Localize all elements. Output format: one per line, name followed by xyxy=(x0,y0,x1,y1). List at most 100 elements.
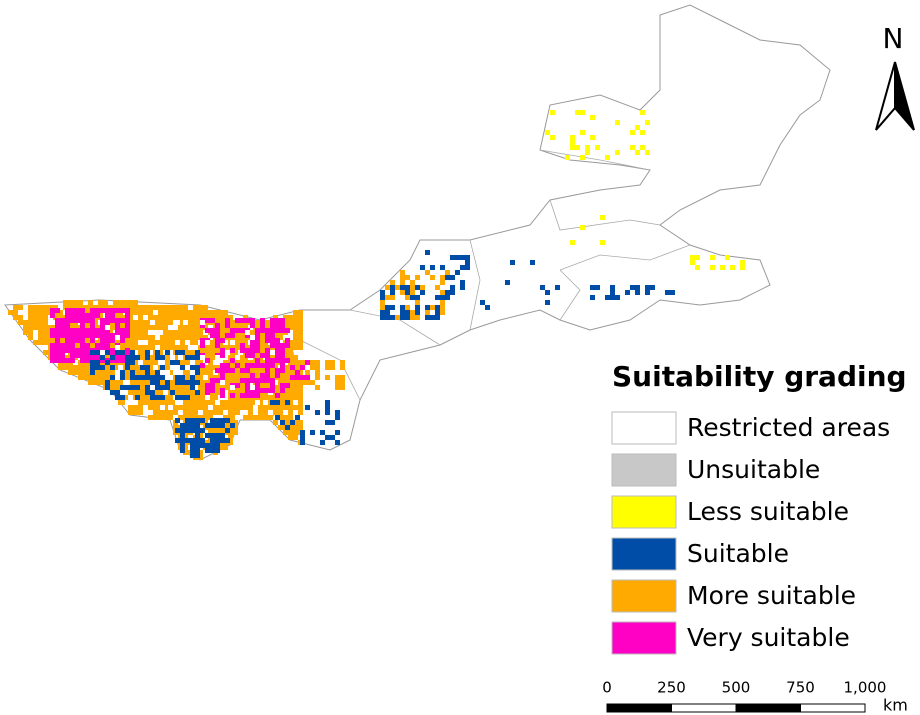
grid-cell xyxy=(695,265,700,270)
grid-cell xyxy=(288,345,293,350)
grid-cell xyxy=(243,340,248,345)
grid-cell xyxy=(245,333,250,338)
grid-cell xyxy=(105,318,110,323)
grid-cell xyxy=(305,360,310,365)
grid-cell xyxy=(270,363,275,368)
grid-cell xyxy=(645,285,650,290)
grid-cell xyxy=(103,375,108,380)
grid-cell xyxy=(395,285,400,290)
grid-cell xyxy=(310,365,315,370)
grid-cell xyxy=(195,380,200,385)
grid-cell xyxy=(265,368,270,373)
grid-cell xyxy=(460,255,465,260)
grid-cell xyxy=(50,353,55,358)
grid-cell xyxy=(400,290,405,295)
grid-cell xyxy=(385,295,390,300)
grid-cell xyxy=(125,313,130,318)
grid-cell xyxy=(280,383,285,388)
grid-cell xyxy=(58,340,63,345)
grid-cell xyxy=(113,380,118,385)
grid-cell xyxy=(100,338,105,343)
grid-cell xyxy=(103,300,108,305)
grid-cell xyxy=(213,350,218,355)
grid-cell xyxy=(120,358,125,363)
grid-cell xyxy=(193,395,198,400)
grid-cell xyxy=(133,305,138,310)
grid-cell xyxy=(138,350,143,355)
grid-cell xyxy=(105,343,110,348)
grid-cell xyxy=(50,348,55,353)
grid-cell xyxy=(440,275,445,280)
grid-cell xyxy=(195,428,200,433)
grid-cell xyxy=(325,410,330,415)
grid-cell xyxy=(55,353,60,358)
grid-cell xyxy=(440,295,445,300)
grid-cell xyxy=(465,260,470,265)
legend-label: Suitable xyxy=(687,539,789,568)
grid-cell xyxy=(188,315,193,320)
grid-cell xyxy=(283,375,288,380)
grid-cell xyxy=(33,315,38,320)
grid-cell xyxy=(295,380,300,385)
grid-cell xyxy=(158,340,163,345)
grid-cell xyxy=(400,280,405,285)
grid-cell xyxy=(220,433,225,438)
grid-cell xyxy=(205,328,210,333)
grid-cell xyxy=(485,305,490,310)
grid-cell xyxy=(180,350,185,355)
grid-cell xyxy=(275,358,280,363)
suitability-cells xyxy=(8,110,745,460)
boundary xyxy=(539,149,651,171)
grid-cell xyxy=(125,385,130,390)
grid-cell xyxy=(53,315,58,320)
grid-cell xyxy=(293,310,298,315)
grid-cell xyxy=(183,400,188,405)
grid-cell xyxy=(208,415,213,420)
grid-cell xyxy=(278,395,283,400)
grid-cell xyxy=(265,328,270,333)
grid-cell xyxy=(28,320,33,325)
grid-cell xyxy=(135,385,140,390)
grid-cell xyxy=(33,340,38,345)
grid-cell xyxy=(725,255,730,260)
grid-cell xyxy=(400,285,405,290)
grid-cell xyxy=(115,318,120,323)
grid-cell xyxy=(225,323,230,328)
grid-cell xyxy=(43,330,48,335)
grid-cell xyxy=(228,440,233,445)
grid-cell xyxy=(208,430,213,435)
grid-cell xyxy=(173,405,178,410)
grid-cell xyxy=(80,353,85,358)
grid-cell xyxy=(293,325,298,330)
grid-cell xyxy=(390,285,395,290)
grid-cell xyxy=(190,438,195,443)
grid-cell xyxy=(230,328,235,333)
grid-cell xyxy=(98,375,103,380)
grid-cell xyxy=(75,338,80,343)
grid-cell xyxy=(670,290,675,295)
grid-cell xyxy=(293,335,298,340)
grid-cell xyxy=(325,400,330,405)
grid-cell xyxy=(80,343,85,348)
grid-cell xyxy=(158,325,163,330)
grid-cell xyxy=(208,350,213,355)
grid-cell xyxy=(148,405,153,410)
grid-cell xyxy=(275,353,280,358)
grid-cell xyxy=(285,328,290,333)
grid-cell xyxy=(203,355,208,360)
grid-cell xyxy=(218,325,223,330)
grid-cell xyxy=(148,305,153,310)
grid-cell xyxy=(460,280,465,285)
grid-cell xyxy=(128,410,133,415)
grid-cell xyxy=(298,405,303,410)
grid-cell xyxy=(265,353,270,358)
grid-cell xyxy=(605,295,610,300)
grid-cell xyxy=(150,390,155,395)
grid-cell xyxy=(128,315,133,320)
grid-cell xyxy=(335,440,340,445)
grid-cell xyxy=(168,305,173,310)
grid-cell xyxy=(38,320,43,325)
grid-cell xyxy=(275,368,280,373)
grid-cell xyxy=(278,410,283,415)
grid-cell xyxy=(210,383,215,388)
